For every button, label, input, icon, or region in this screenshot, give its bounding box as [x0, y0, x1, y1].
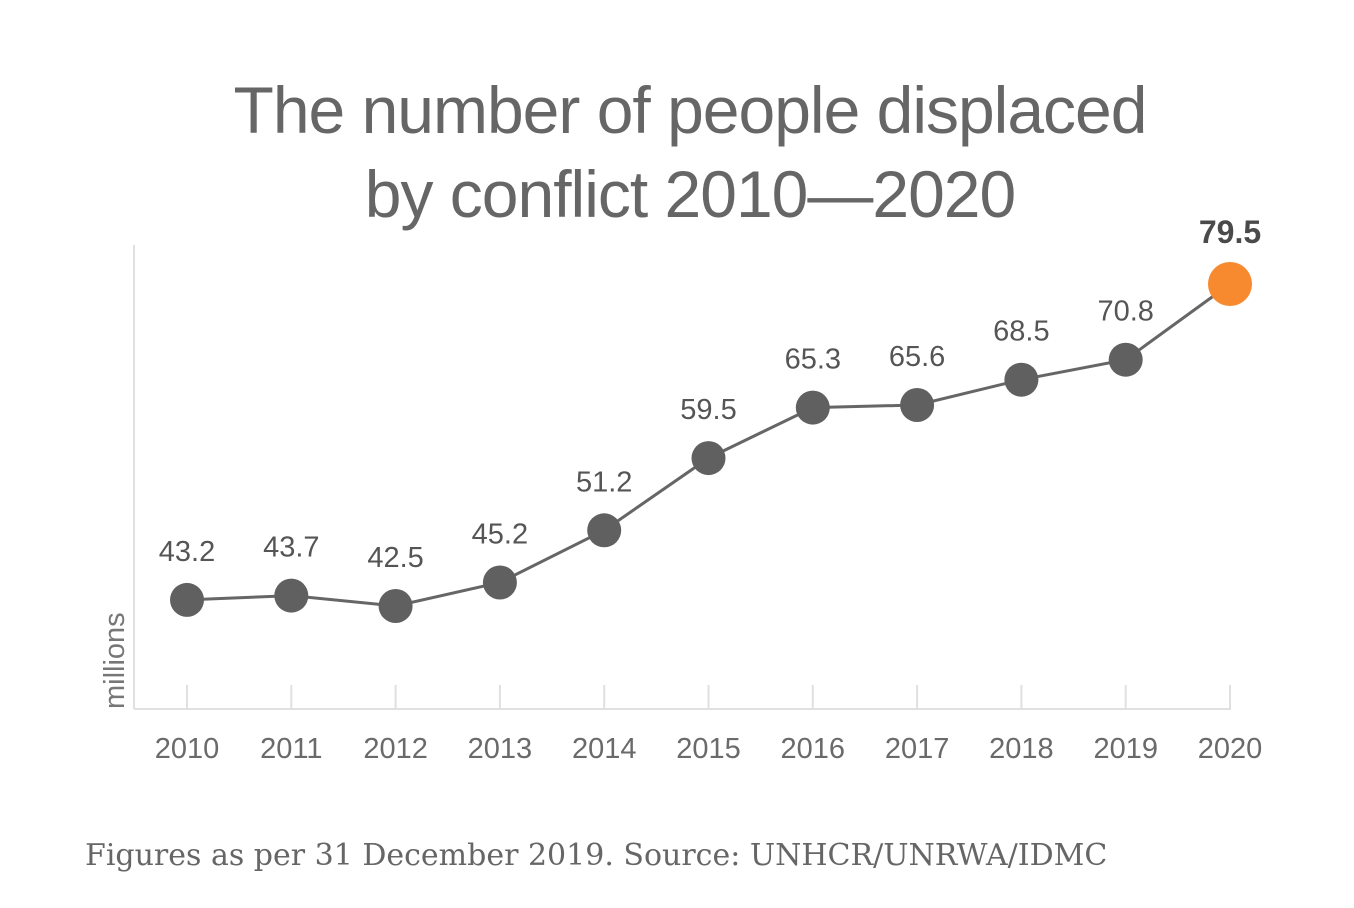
data-label-2020: 79.5	[1199, 214, 1261, 250]
x-tick-label-2018: 2018	[989, 733, 1054, 765]
chart-title: The number of people displaced by confli…	[0, 68, 1354, 236]
data-label-2011: 43.7	[263, 532, 319, 564]
data-point-2012	[378, 589, 413, 623]
x-tick-label-2014: 2014	[572, 733, 637, 765]
x-tick-label-2013: 2013	[468, 733, 533, 765]
x-tick-label-2012: 2012	[363, 733, 428, 765]
x-axis-tick-labels: 2010 2011 2012 2013 2014 2015 2016 2017 2018 2019…	[155, 733, 1263, 765]
data-point-2011	[274, 578, 309, 613]
data-point-2014	[587, 513, 622, 548]
data-point-2019	[1108, 342, 1143, 377]
x-tick-label-2011: 2011	[260, 733, 322, 765]
x-tick-label-2020: 2020	[1198, 733, 1263, 765]
data-label-2013: 45.2	[472, 519, 528, 551]
data-markers	[170, 262, 1252, 623]
highlight-point-2020	[1208, 262, 1252, 306]
source-caption: Figures as per 31 December 2019. Source:…	[85, 838, 1108, 873]
data-label-2010: 43.2	[159, 536, 215, 568]
x-tick-label-2016: 2016	[781, 733, 846, 765]
x-tick-label-2019: 2019	[1093, 733, 1158, 765]
data-label-2014: 51.2	[576, 466, 632, 498]
data-label-2017: 65.6	[889, 341, 945, 373]
data-label-2015: 59.5	[680, 394, 736, 426]
data-point-2013	[482, 565, 517, 600]
data-labels: 43.2 43.7 42.5 45.2 51.2 59.5 65.3 65.6 68.5 70.8…	[159, 214, 1261, 574]
data-label-2019: 70.8	[1097, 296, 1153, 328]
data-label-2012: 42.5	[367, 542, 423, 574]
y-axis-unit-label: millions	[99, 612, 131, 709]
chart-title-line-1: The number of people displaced	[233, 73, 1148, 147]
data-point-2016	[795, 390, 830, 425]
data-point-2015	[691, 441, 726, 476]
x-tick-label-2017: 2017	[885, 733, 950, 765]
x-tick-label-2010: 2010	[155, 733, 220, 765]
chart-title-line-2: by conflict 2010—2020	[364, 157, 1016, 231]
data-label-2016: 65.3	[785, 344, 841, 376]
data-point-2017	[900, 388, 935, 422]
x-tick-label-2015: 2015	[676, 733, 741, 765]
x-axis-ticks	[186, 685, 1231, 709]
data-point-2018	[1004, 362, 1039, 397]
data-point-2010	[170, 582, 204, 617]
data-label-2018: 68.5	[993, 316, 1049, 348]
